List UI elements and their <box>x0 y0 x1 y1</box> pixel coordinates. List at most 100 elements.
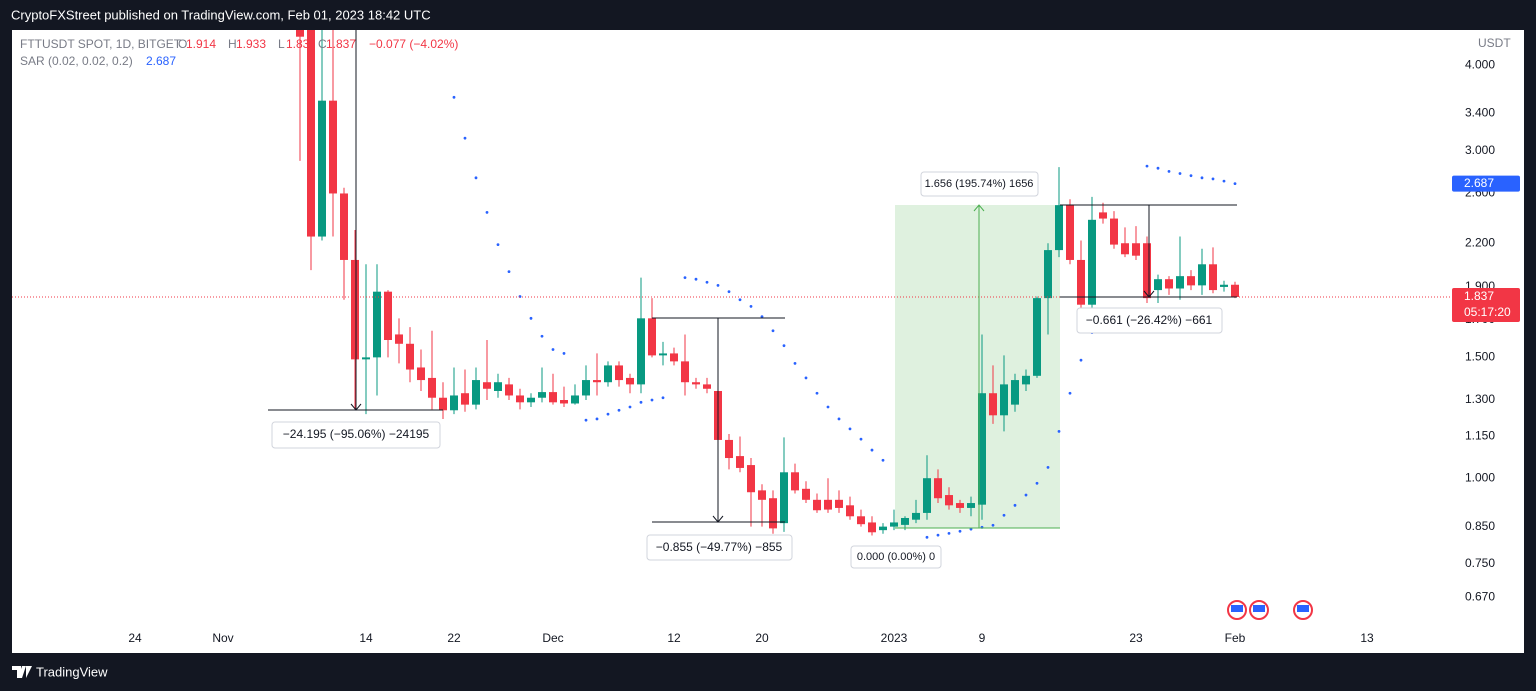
candle-body <box>1143 243 1151 299</box>
sar-dot <box>1068 391 1072 395</box>
sar-dot <box>1200 176 1204 180</box>
candle-body <box>351 259 359 360</box>
candle-body <box>1099 212 1107 219</box>
candle-body <box>1231 284 1239 297</box>
y-tick-label: 0.750 <box>1465 556 1495 570</box>
sar-dot <box>947 531 951 535</box>
candle-body <box>604 365 612 383</box>
y-tick-label: 2.200 <box>1465 235 1495 249</box>
candle-body <box>824 499 832 510</box>
sar-dot <box>1079 358 1083 362</box>
sar-dot <box>1013 503 1017 507</box>
candle-body <box>912 512 920 520</box>
sar-dot <box>760 315 764 318</box>
candle-body <box>780 472 788 524</box>
candle-body <box>725 439 733 459</box>
sar-dot <box>661 396 665 400</box>
candle-body <box>1187 276 1195 286</box>
candle-body <box>1077 259 1085 305</box>
candle-body <box>747 465 755 493</box>
sar-dot <box>1156 166 1160 170</box>
candle-body <box>296 30 304 37</box>
x-tick-label: 2023 <box>881 631 908 645</box>
sar-dot <box>474 176 478 180</box>
candle-body <box>802 488 810 500</box>
candle-body <box>406 343 414 370</box>
sar-dot <box>1189 174 1193 178</box>
y-tick-label: 1.000 <box>1465 470 1495 484</box>
sar-dot <box>1145 164 1149 168</box>
sar-dot <box>991 523 995 527</box>
candle-body <box>461 393 469 405</box>
candle-body <box>494 382 502 391</box>
label-box <box>646 534 793 561</box>
sar-dot <box>485 210 489 214</box>
sar-dot <box>936 533 940 537</box>
candle-body <box>626 377 634 385</box>
sar-dot <box>584 418 588 422</box>
candle-body <box>483 382 491 389</box>
candle-body <box>648 318 656 356</box>
indicator-name: SAR (0.02, 0.02, 0.2) <box>20 54 133 68</box>
sar-dot <box>683 276 687 280</box>
candle-body <box>1209 264 1217 291</box>
candle-body <box>395 334 403 344</box>
event-flags[interactable] <box>1227 600 1313 620</box>
legend: FTTUSDT SPOT, 1D, BITGET SAR (0.02, 0.02… <box>20 37 458 68</box>
candle-body <box>1176 276 1184 289</box>
sar-dot <box>1057 430 1061 433</box>
sar-dot <box>1002 513 1006 517</box>
sar-dot <box>782 344 786 348</box>
sar-dot <box>848 427 852 431</box>
y-tick-label: 1.500 <box>1465 350 1495 364</box>
arrow <box>1143 290 1155 298</box>
x-tick-label: 24 <box>128 631 142 645</box>
y-tick-label: 0.670 <box>1465 590 1495 604</box>
sar-dot <box>881 458 885 462</box>
candle-body <box>956 503 964 508</box>
candle-body <box>318 100 326 237</box>
candle-body <box>1220 284 1228 287</box>
candle-body <box>637 318 645 385</box>
candle-body <box>615 365 623 381</box>
sar-dot <box>562 352 566 355</box>
candle-body <box>417 367 425 381</box>
sar-dot <box>826 405 830 409</box>
candle-body <box>692 382 700 385</box>
x-tick-label: 14 <box>359 631 373 645</box>
sar-dot <box>815 391 819 395</box>
sar-dot <box>1035 481 1039 485</box>
candle-body <box>681 361 689 383</box>
candle-body <box>1044 250 1052 299</box>
y-tick-label: 4.000 <box>1465 57 1495 71</box>
candle-body <box>384 291 392 341</box>
legend-key: C <box>318 37 327 51</box>
candle-body <box>593 380 601 383</box>
candle-body <box>1000 384 1008 416</box>
sar-dot <box>551 348 555 351</box>
candle-body <box>1088 219 1096 305</box>
candle-body <box>934 478 942 499</box>
sar-dot <box>1024 493 1028 497</box>
candle-body <box>659 353 667 356</box>
candle-body <box>362 357 370 360</box>
y-tick-label: 3.000 <box>1465 143 1495 157</box>
sar-dot <box>628 405 632 409</box>
candle-body <box>945 495 953 506</box>
sar-dot <box>870 448 874 452</box>
candle-body <box>879 526 887 531</box>
candle-body <box>428 377 436 398</box>
measure-label: −0.855 (−49.77%) −855 <box>656 540 783 554</box>
sar-dot <box>716 283 720 287</box>
sar-dot <box>529 316 533 320</box>
candle-body <box>978 393 986 505</box>
candle-body <box>1022 375 1030 385</box>
x-tick-label: 9 <box>979 631 986 645</box>
candle-body <box>703 384 711 389</box>
candle-body <box>1110 218 1118 245</box>
candle-body <box>967 503 975 508</box>
sar-dot <box>727 290 731 294</box>
symbol-title: FTTUSDT SPOT, 1D, BITGET <box>20 37 182 51</box>
sar-dot <box>639 400 643 404</box>
